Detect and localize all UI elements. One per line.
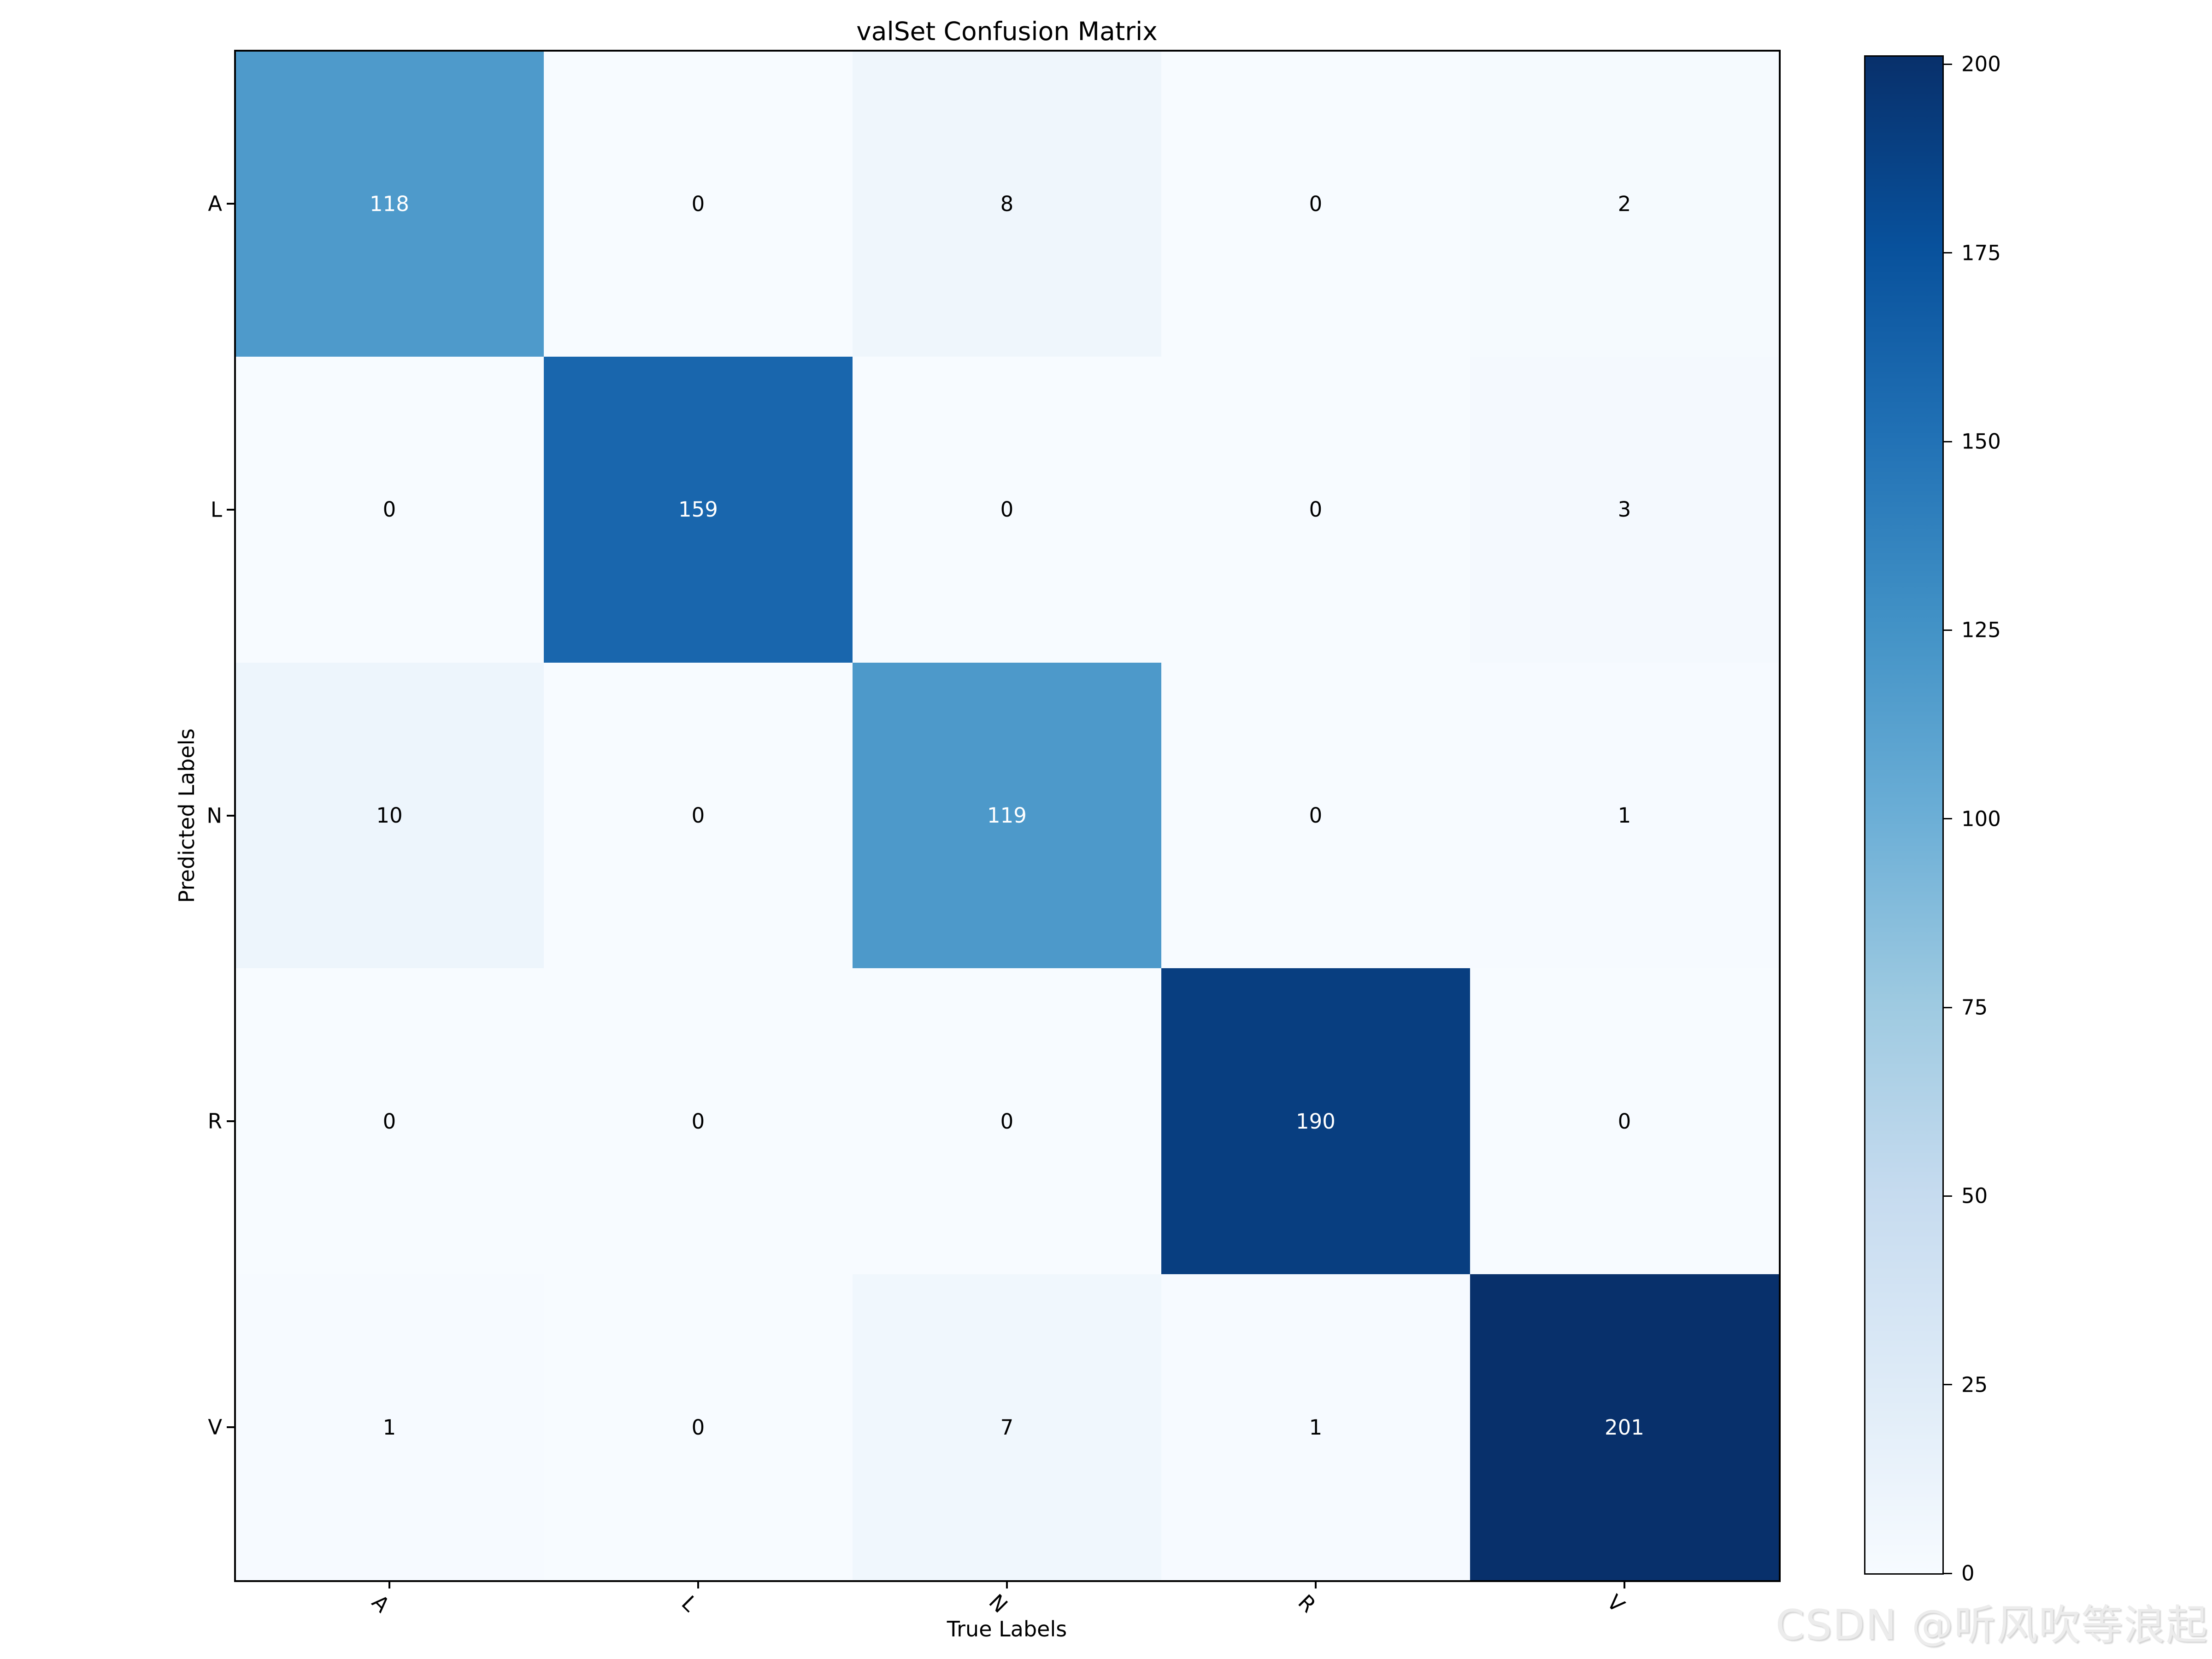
colorbar-tick-mark [1944, 818, 1952, 820]
heatmap-cell: 0 [853, 968, 1161, 1275]
colorbar-tick-label: 50 [1961, 1183, 1988, 1208]
heatmap-cell: 0 [1161, 356, 1470, 663]
heatmap-cell-value: 201 [1605, 1415, 1644, 1440]
heatmap-cell: 1 [235, 1274, 544, 1581]
heatmap-cell: 3 [1470, 356, 1779, 663]
x-tick-mark [1006, 1580, 1008, 1588]
heatmap-cell: 0 [544, 662, 853, 969]
colorbar-tick-mark [1944, 63, 1952, 65]
heatmap-cell: 0 [1470, 968, 1779, 1275]
heatmap-cell-value: 8 [1000, 191, 1014, 216]
heatmap-cell: 0 [1161, 662, 1470, 969]
x-tick-mark [1624, 1580, 1625, 1588]
heatmap-cell-value: 0 [1618, 1109, 1631, 1134]
x-axis-title: True Labels [947, 1617, 1067, 1641]
heatmap-cell: 8 [853, 51, 1161, 357]
colorbar-tick-label: 0 [1961, 1561, 1975, 1586]
heatmap-cell-value: 1 [1618, 803, 1631, 828]
y-tick-mark [227, 1120, 235, 1123]
chart-title: valSet Confusion Matrix [856, 17, 1158, 46]
heatmap-cell-value: 0 [1309, 803, 1323, 828]
heatmap-cell-value: 10 [376, 803, 403, 828]
heatmap-cell: 0 [853, 356, 1161, 663]
colorbar-tick-mark [1944, 1572, 1952, 1574]
watermark-text: CSDN @听风吹等浪起 [1775, 1601, 2208, 1649]
heatmap-cell-value: 0 [1000, 1109, 1014, 1134]
heatmap-cell-value: 119 [987, 803, 1027, 828]
heatmap-cell-value: 0 [691, 191, 705, 216]
y-tick-mark [227, 508, 235, 511]
heatmap-cell: 0 [1161, 51, 1470, 357]
heatmap-cell: 2 [1470, 51, 1779, 357]
heatmap-cell: 0 [544, 1274, 853, 1581]
colorbar-gradient [1865, 57, 1942, 1573]
heatmap-cell-value: 0 [691, 1109, 705, 1134]
colorbar-tick-mark [1944, 629, 1952, 631]
x-tick-label: V [1602, 1590, 1630, 1618]
heatmap-cell: 0 [544, 51, 853, 357]
x-tick-label: R [1293, 1589, 1321, 1618]
heatmap-cell-value: 0 [1309, 191, 1323, 216]
heatmap-cell-value: 3 [1618, 497, 1631, 522]
colorbar-tick-label: 200 [1961, 52, 2001, 76]
colorbar-tick-label: 100 [1961, 806, 2001, 831]
colorbar-tick-label: 75 [1961, 995, 1988, 1020]
colorbar-tick-label: 150 [1961, 429, 2001, 454]
x-tick-label: N [984, 1589, 1012, 1618]
heatmap-cell-value: 0 [382, 1109, 396, 1134]
heatmap-cell-value: 159 [678, 497, 718, 522]
y-tick-label: A [208, 191, 222, 216]
heatmap-cell: 118 [235, 51, 544, 357]
heatmap-cell: 7 [853, 1274, 1161, 1581]
colorbar-tick-mark [1944, 1384, 1952, 1386]
heatmap-cell: 1 [1470, 662, 1779, 969]
heatmap-cell: 201 [1470, 1274, 1779, 1581]
x-tick-mark [1315, 1580, 1317, 1588]
heatmap-cell-value: 2 [1618, 191, 1631, 216]
heatmap-cell: 0 [235, 968, 544, 1275]
y-tick-label: L [210, 497, 222, 522]
heatmap-cell-value: 118 [370, 191, 409, 216]
y-tick-mark [227, 814, 235, 817]
heatmap-cell-value: 0 [382, 497, 396, 522]
y-tick-label: N [206, 803, 222, 828]
colorbar-tick-label: 175 [1961, 241, 2001, 265]
heatmap-cell: 0 [235, 356, 544, 663]
colorbar-tick-label: 25 [1961, 1372, 1988, 1397]
colorbar-tick-mark [1944, 1006, 1952, 1008]
heatmap-cell-value: 7 [1000, 1415, 1014, 1440]
colorbar-border [1864, 55, 1944, 1575]
x-tick-label: A [367, 1590, 394, 1618]
y-tick-mark [227, 1426, 235, 1429]
colorbar-tick-mark [1944, 441, 1952, 442]
x-tick-mark [697, 1580, 699, 1588]
heatmap-cell: 1 [1161, 1274, 1470, 1581]
heatmap-cell: 10 [235, 662, 544, 969]
heatmap-cell-value: 0 [691, 803, 705, 828]
heatmap-cell-value: 0 [1309, 497, 1323, 522]
y-axis-title: Predicted Labels [174, 728, 199, 903]
heatmap-cell-value: 1 [382, 1415, 396, 1440]
heatmap-cell: 159 [544, 356, 853, 663]
heatmap-cell-value: 1 [1309, 1415, 1323, 1440]
y-tick-label: V [208, 1415, 222, 1440]
x-tick-label: L [677, 1591, 702, 1617]
heatmap-cell: 119 [853, 662, 1161, 969]
heatmap-cell-value: 0 [691, 1415, 705, 1440]
heatmap-cell-value: 190 [1296, 1109, 1335, 1134]
heatmap-cell: 0 [544, 968, 853, 1275]
colorbar-tick-label: 125 [1961, 618, 2001, 642]
heatmap-cell: 190 [1161, 968, 1470, 1275]
y-tick-label: R [207, 1109, 222, 1134]
colorbar-tick-mark [1944, 252, 1952, 254]
x-tick-mark [388, 1580, 390, 1588]
colorbar-tick-mark [1944, 1195, 1952, 1197]
y-tick-mark [227, 202, 235, 205]
heatmap-cell-value: 0 [1000, 497, 1014, 522]
